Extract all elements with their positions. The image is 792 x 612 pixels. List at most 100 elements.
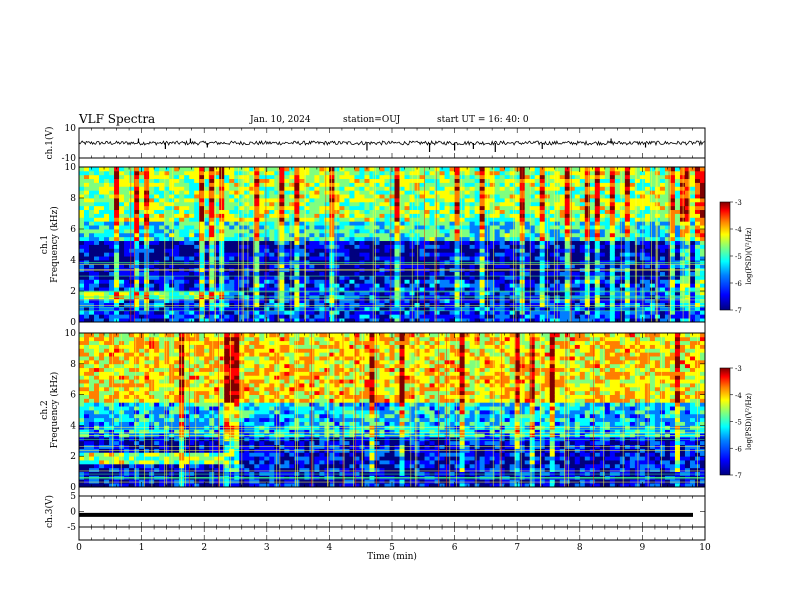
spectrogram-cell bbox=[459, 178, 466, 183]
spectrogram-cell bbox=[229, 232, 235, 238]
spectrogram-cell bbox=[259, 178, 265, 183]
spectrogram-cell bbox=[394, 252, 400, 257]
spectrogram-cell bbox=[589, 310, 596, 315]
spectrogram-cell bbox=[494, 190, 501, 195]
spectrogram-cell bbox=[304, 310, 310, 315]
spectrogram-cell bbox=[464, 252, 471, 257]
spectrogram-cell bbox=[334, 302, 340, 307]
spectrogram-cell bbox=[439, 201, 445, 207]
spectrogram-cell bbox=[334, 194, 340, 199]
spectrogram-cell bbox=[404, 209, 410, 214]
spectrogram-cell bbox=[414, 298, 420, 304]
spectrogram-cell bbox=[489, 221, 496, 226]
spectrogram-cell bbox=[479, 302, 486, 307]
spectrogram-cell bbox=[374, 287, 380, 292]
spectrogram-cell bbox=[299, 170, 305, 176]
spectrogram-cell bbox=[129, 263, 135, 269]
spectrogram-cell bbox=[109, 229, 115, 234]
spectrogram-cell bbox=[584, 283, 591, 288]
spectrogram-cell bbox=[474, 232, 481, 238]
spectrogram-cell bbox=[314, 182, 320, 187]
spectrogram-cell bbox=[429, 194, 435, 199]
spectrogram-cell bbox=[514, 310, 521, 315]
spectrogram-cell bbox=[524, 178, 531, 183]
spectrogram-cell bbox=[149, 170, 155, 176]
spectrogram-cell bbox=[584, 252, 591, 257]
spectrogram-cell bbox=[89, 229, 95, 234]
spectrogram-cell bbox=[574, 201, 581, 207]
spectrogram-cell bbox=[539, 198, 546, 203]
spectrogram-cell bbox=[429, 221, 435, 226]
spectrogram-cell bbox=[214, 198, 220, 203]
spectrogram-cell bbox=[334, 167, 340, 172]
spectrogram-cell bbox=[629, 190, 636, 195]
spectrogram-cell bbox=[214, 205, 220, 211]
spectrogram-cell bbox=[574, 271, 581, 276]
spectrogram-cell bbox=[164, 240, 170, 245]
spectrogram-cell bbox=[164, 275, 170, 280]
spectrogram-cell bbox=[454, 167, 461, 172]
spectrogram-cell bbox=[589, 291, 596, 296]
spectrogram-cell bbox=[189, 182, 195, 187]
spectrogram-cell bbox=[439, 279, 445, 284]
spectrogram-cell bbox=[424, 287, 430, 292]
spectrogram-cell bbox=[454, 209, 461, 214]
spectrogram-cell bbox=[319, 170, 325, 176]
spectrogram-cell bbox=[169, 190, 175, 195]
spectrogram-cell bbox=[94, 263, 100, 269]
spectrogram-cell bbox=[269, 229, 275, 234]
spectrogram-cell bbox=[289, 256, 295, 261]
spectrogram-cell bbox=[644, 240, 651, 245]
spectrogram-cell bbox=[404, 186, 410, 191]
spectrogram-cell bbox=[694, 174, 701, 180]
spectrogram-cell bbox=[329, 318, 335, 323]
spectrogram-cell bbox=[674, 182, 681, 187]
spectrogram-cell bbox=[494, 275, 501, 280]
spectrogram-cell bbox=[444, 240, 450, 245]
spectrogram-cell bbox=[289, 244, 295, 249]
spectrogram-cell bbox=[279, 229, 285, 234]
spectrogram-cell bbox=[269, 306, 275, 311]
spectrogram-cell bbox=[89, 182, 95, 187]
spectrogram-cell bbox=[494, 271, 501, 276]
spectrogram-cell bbox=[249, 198, 255, 203]
spectrogram-cell bbox=[389, 256, 395, 261]
spectrogram-cell bbox=[689, 240, 696, 245]
spectrogram-cell bbox=[629, 186, 636, 191]
spectrogram-cell bbox=[529, 209, 536, 214]
spectrogram-cell bbox=[399, 221, 405, 226]
spectrogram-cell bbox=[529, 178, 536, 183]
spectrogram-cell bbox=[119, 283, 125, 288]
spectrogram-cell bbox=[419, 186, 425, 191]
spectrogram-cell bbox=[359, 248, 365, 253]
spectrogram-cell bbox=[619, 221, 626, 226]
spectrogram-cell bbox=[514, 252, 521, 257]
spectrogram-cell bbox=[524, 302, 531, 307]
spectrogram-cell bbox=[109, 174, 115, 180]
spectrogram-cell bbox=[154, 182, 160, 187]
spectrogram-cell bbox=[529, 186, 536, 191]
spectrogram-cell bbox=[669, 167, 676, 172]
spectrogram-cell bbox=[139, 287, 145, 292]
spectrogram-cell bbox=[234, 186, 240, 191]
spectrogram-cell bbox=[469, 217, 476, 222]
spectrogram-cell bbox=[229, 186, 235, 191]
spectrogram-cell bbox=[529, 221, 536, 226]
spectrogram-cell bbox=[424, 201, 430, 207]
spectrogram-cell bbox=[594, 318, 601, 323]
spectrogram-cell bbox=[529, 252, 536, 257]
spectrogram-cell bbox=[479, 287, 486, 292]
spectrogram-cell bbox=[534, 302, 541, 307]
spectrogram-cell bbox=[634, 298, 641, 304]
spectrogram-cell bbox=[314, 302, 320, 307]
spectrogram-cell bbox=[569, 194, 576, 199]
spectrogram-cell bbox=[244, 205, 250, 211]
spectrogram-cell bbox=[349, 298, 355, 304]
spectrogram-cell bbox=[324, 213, 330, 218]
spectrogram-cell bbox=[694, 287, 701, 292]
spectrogram-cell bbox=[504, 232, 511, 238]
spectrogram-cell bbox=[634, 318, 641, 323]
spectrogram-cell bbox=[134, 318, 140, 323]
spectrogram-cell bbox=[354, 194, 360, 199]
spectrogram-cell bbox=[494, 232, 501, 238]
